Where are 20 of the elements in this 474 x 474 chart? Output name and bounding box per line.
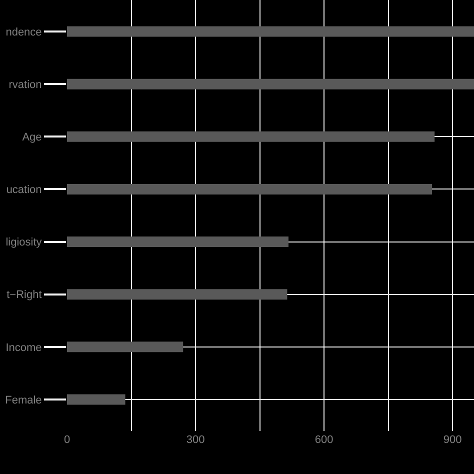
bar [67, 26, 474, 37]
bar [67, 184, 432, 194]
bar [67, 289, 288, 300]
bar [67, 131, 435, 142]
bar [67, 78, 474, 90]
y-tick-label: rvation [8, 78, 42, 91]
x-tick-label: 600 [314, 434, 334, 446]
y-tick-label: Age [22, 132, 42, 144]
bar [67, 342, 184, 352]
y-tick-label: ndence [6, 26, 42, 38]
x-tick-label: 0 [64, 434, 70, 446]
y-tick-label: t−Right [6, 289, 42, 302]
y-tick-label: ligiosity [6, 236, 42, 249]
y-tick-label: Female [5, 394, 42, 406]
x-tick-label: 900 [443, 434, 462, 446]
y-tick-label: Income [6, 342, 42, 354]
x-tick-label: 300 [186, 434, 205, 446]
bar [67, 236, 288, 248]
y-tick-label: ucation [6, 184, 42, 196]
bar [67, 394, 126, 405]
